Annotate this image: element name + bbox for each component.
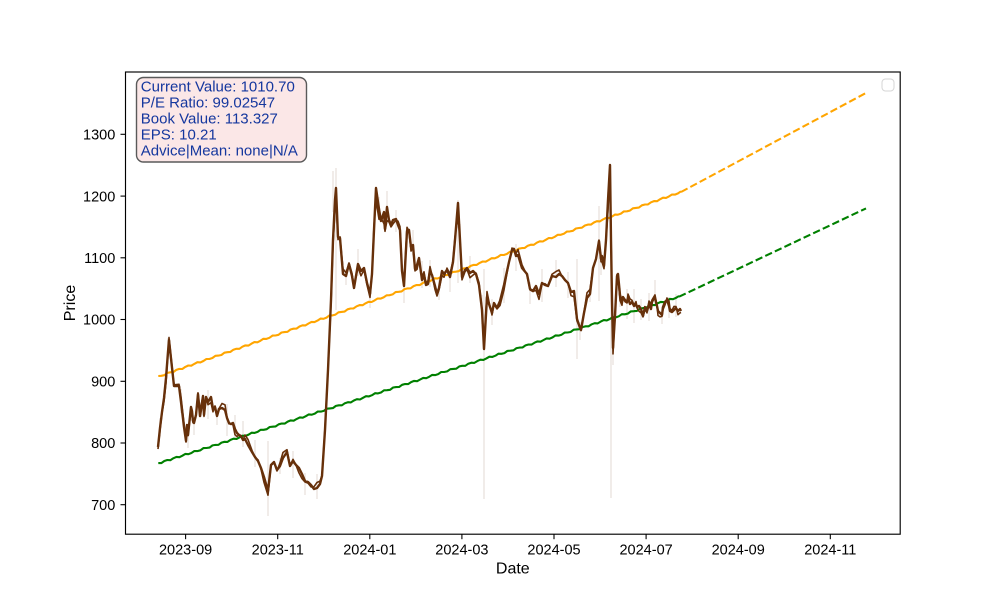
svg-text:2024-03: 2024-03: [435, 542, 488, 558]
svg-text:2023-09: 2023-09: [159, 542, 212, 558]
svg-text:1100: 1100: [84, 251, 115, 267]
svg-text:2024-11: 2024-11: [804, 542, 856, 558]
svg-text:900: 900: [91, 375, 115, 391]
svg-text:Current Value: 1010.70: Current Value: 1010.70: [141, 78, 295, 95]
svg-text:1000: 1000: [83, 313, 115, 329]
svg-text:1300: 1300: [83, 128, 115, 144]
svg-text:2024-09: 2024-09: [712, 542, 765, 558]
svg-text:2024-05: 2024-05: [527, 542, 580, 558]
svg-text:Book Value: 113.327: Book Value: 113.327: [141, 110, 278, 127]
svg-text:800: 800: [91, 436, 115, 452]
svg-text:1200: 1200: [83, 189, 115, 205]
svg-text:P/E Ratio: 99.02547: P/E Ratio: 99.02547: [141, 94, 275, 111]
svg-text:2024-01: 2024-01: [343, 542, 396, 558]
svg-text:Price: Price: [62, 285, 79, 322]
svg-text:2024-07: 2024-07: [619, 542, 672, 558]
svg-text:Date: Date: [496, 561, 530, 578]
svg-text:2023-11: 2023-11: [252, 542, 304, 558]
svg-text:Advice|Mean: none|N/A: Advice|Mean: none|N/A: [141, 142, 298, 159]
svg-text:EPS: 10.21: EPS: 10.21: [141, 126, 217, 143]
svg-text:700: 700: [91, 498, 115, 514]
